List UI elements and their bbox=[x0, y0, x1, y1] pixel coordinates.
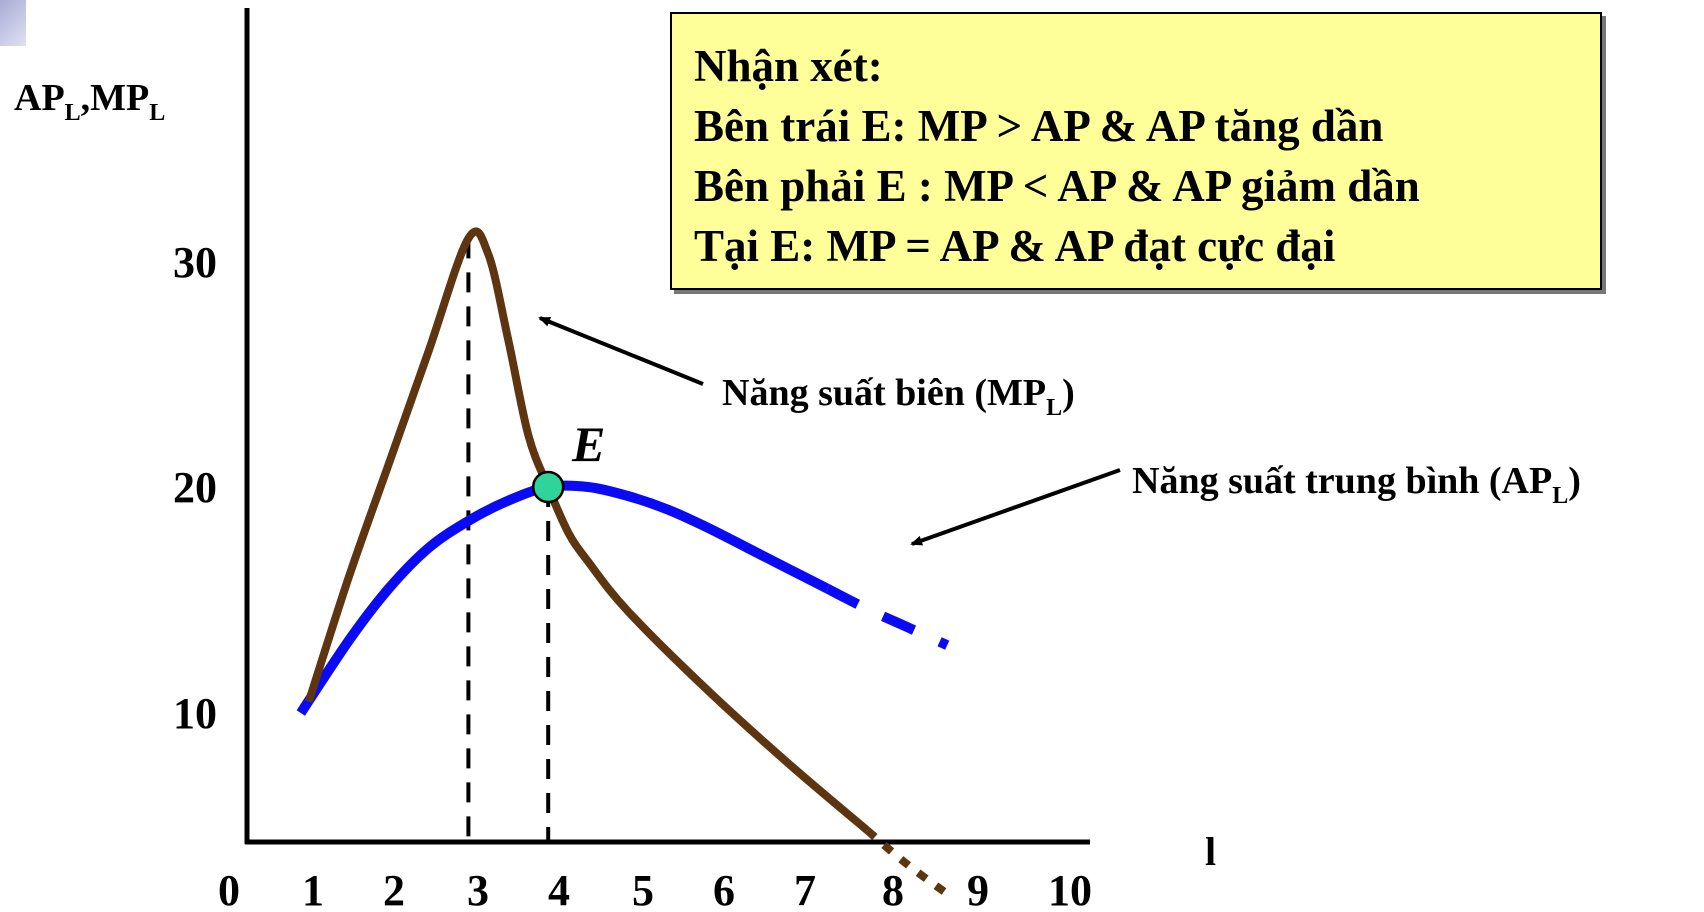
series-group bbox=[296, 227, 950, 898]
axes bbox=[244, 8, 1090, 845]
x-tick-label: 4 bbox=[548, 866, 570, 912]
ap-arrow bbox=[910, 468, 1121, 546]
y-tick-label: 20 bbox=[173, 463, 217, 512]
observation-right: Bên phải E : MP < AP & AP giảm dần bbox=[694, 161, 1420, 211]
x-tick-label: 9 bbox=[967, 866, 989, 912]
x-tick-label: 10 bbox=[1048, 866, 1092, 912]
x-tick-label: 0 bbox=[218, 866, 240, 912]
x-tick-label: 2 bbox=[383, 866, 405, 912]
mp-curve-dotted-extension bbox=[864, 827, 950, 898]
tick-labels: 0 1 2 3 4 5 6 7 8 9 10 10 20 30 bbox=[173, 238, 1092, 912]
mp-series-label: Năng suất biên (MPL) bbox=[722, 372, 1075, 421]
x-tick-label: 1 bbox=[302, 866, 324, 912]
mp-curve bbox=[304, 227, 870, 834]
x-tick-label: 8 bbox=[882, 866, 904, 912]
x-tick-label: 7 bbox=[794, 866, 816, 912]
x-tick-label: 6 bbox=[713, 866, 735, 912]
x-tick-label: 3 bbox=[467, 866, 489, 912]
ap-series-label: Năng suất trung bình (APL) bbox=[1132, 460, 1581, 509]
ap-curve-dashed-extension bbox=[825, 584, 950, 650]
y-tick-label: 30 bbox=[173, 238, 217, 287]
x-axis-label: l bbox=[1205, 829, 1216, 874]
y-tick-label: 10 bbox=[173, 689, 217, 738]
annotations bbox=[538, 316, 1121, 546]
x-tick-label: 5 bbox=[632, 866, 654, 912]
point-e-label: E bbox=[571, 416, 605, 472]
observation-title: Nhận xét: bbox=[694, 41, 883, 91]
slide-corner-decoration bbox=[0, 0, 26, 46]
observation-box: Nhận xét: Bên trái E: MP > AP & AP tăng … bbox=[670, 12, 1602, 290]
observation-at-e: Tại E: MP = AP & AP đạt cực đại bbox=[694, 221, 1336, 271]
y-axis-label: APL,MPL bbox=[14, 77, 165, 126]
point-e-marker bbox=[531, 470, 565, 504]
observation-left: Bên trái E: MP > AP & AP tăng dần bbox=[694, 101, 1384, 151]
guide-lines bbox=[466, 238, 551, 842]
mp-arrow bbox=[538, 316, 704, 386]
